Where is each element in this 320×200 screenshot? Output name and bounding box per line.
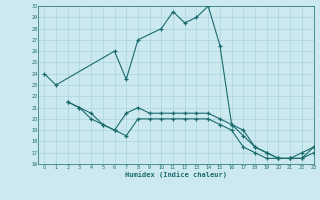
X-axis label: Humidex (Indice chaleur): Humidex (Indice chaleur) (125, 171, 227, 178)
